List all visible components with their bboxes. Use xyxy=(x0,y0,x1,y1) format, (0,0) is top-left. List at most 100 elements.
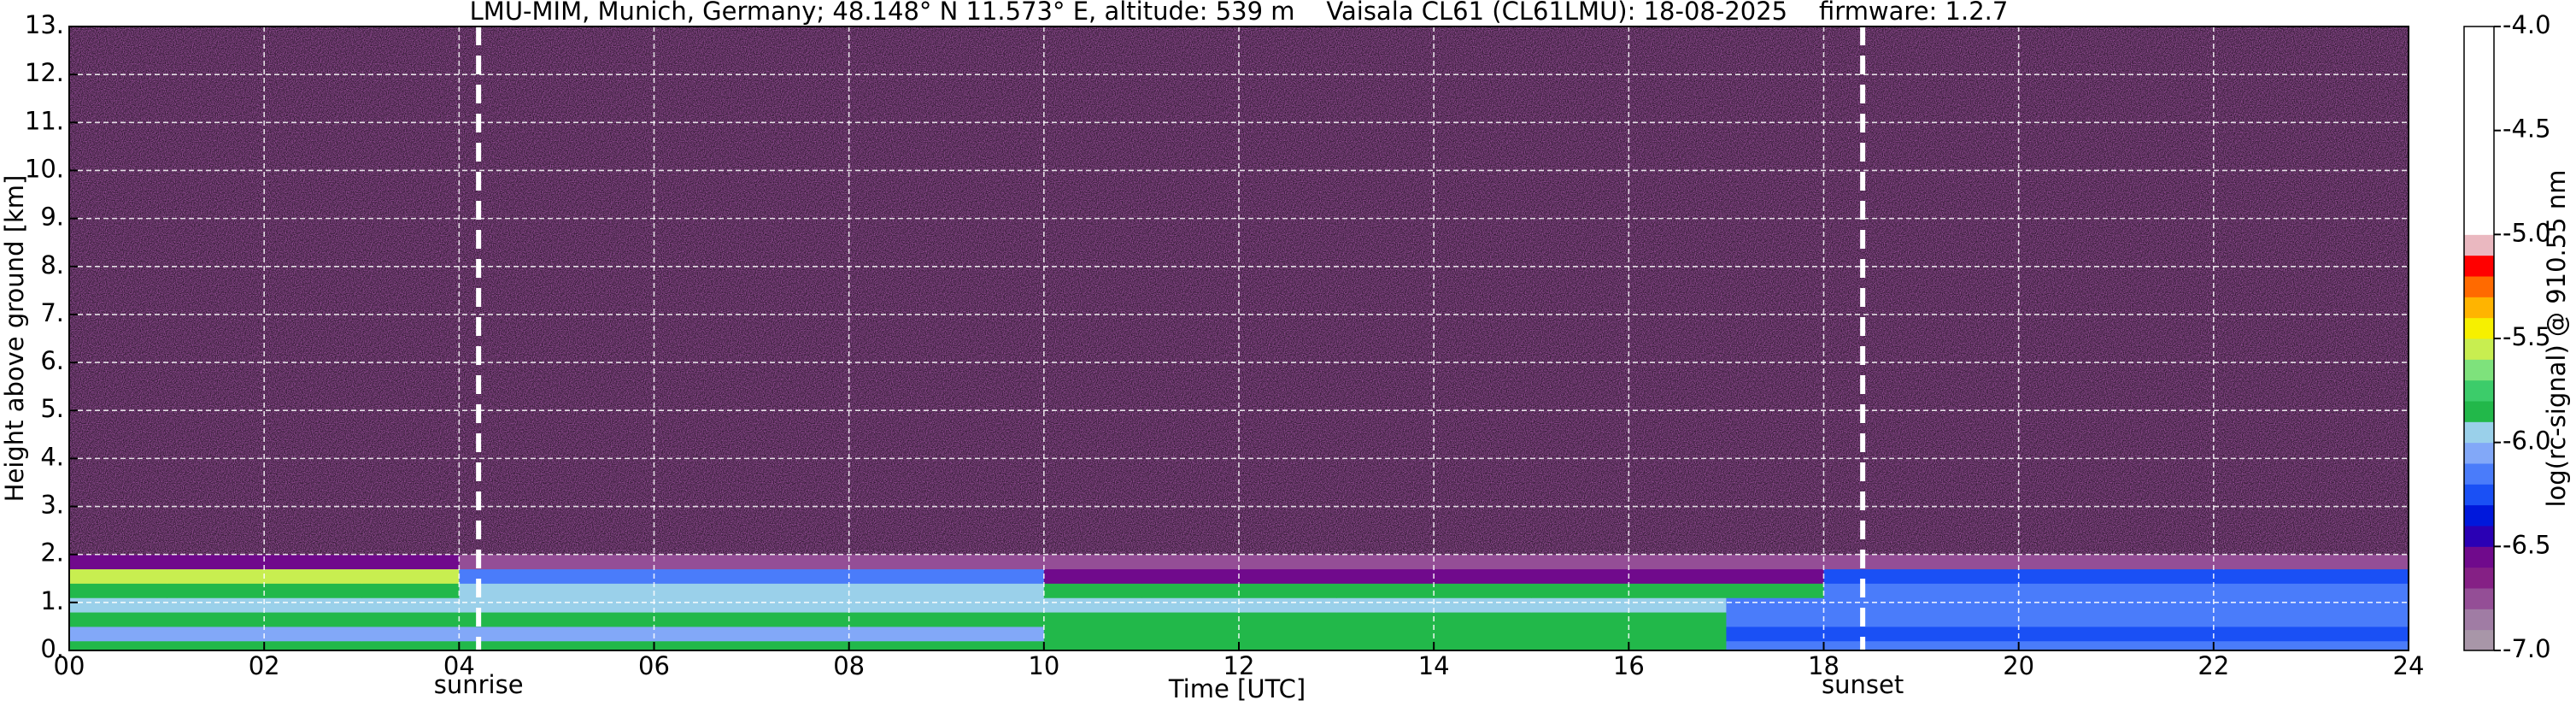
colorbar-tick-label: -5.5 xyxy=(2503,322,2551,351)
colorbar-swatch xyxy=(2464,359,2494,381)
heatmap-cell xyxy=(69,626,167,642)
heatmap-cell xyxy=(1336,626,1435,642)
heatmap-cell xyxy=(1239,626,1337,642)
heatmap-cell xyxy=(654,554,753,570)
colorbar-swatch xyxy=(2464,276,2494,297)
heatmap-cell xyxy=(264,597,362,613)
y-tick-label: 10. xyxy=(25,154,64,183)
heatmap-cell xyxy=(69,597,167,613)
y-tick-label: 13. xyxy=(25,10,64,39)
heatmap-cell xyxy=(2018,568,2117,584)
x-tick-label: 18 xyxy=(1808,651,1840,680)
heatmap-cell xyxy=(1336,568,1435,584)
heatmap-cell xyxy=(751,554,850,570)
heatmap-cell xyxy=(946,626,1045,642)
heatmap-cell xyxy=(2018,626,2117,642)
heatmap-cell xyxy=(1823,597,1922,613)
chart-title: LMU-MIM, Munich, Germany; 48.148° N 11.5… xyxy=(470,0,2009,26)
heatmap-cell xyxy=(264,640,362,651)
heatmap-cell xyxy=(654,568,753,584)
y-tick-label: 12. xyxy=(25,58,64,87)
heatmap-cell xyxy=(751,640,850,651)
colorbar-label: log(rc-signal) @ 910.55 nm xyxy=(2542,169,2571,507)
y-tick-label: 3. xyxy=(40,491,64,520)
heatmap-cell xyxy=(167,597,265,613)
heatmap-cell xyxy=(167,583,265,598)
heatmap-cell xyxy=(1434,640,1532,651)
heatmap-cell xyxy=(1239,612,1337,627)
y-axis-label: Height above ground [km] xyxy=(0,175,29,503)
heatmap-cell xyxy=(2115,583,2215,598)
heatmap-cell xyxy=(2213,568,2312,584)
heatmap-cell xyxy=(1531,626,1629,642)
heatmap-cell xyxy=(1726,583,1824,598)
colorbar-swatch xyxy=(2464,609,2494,631)
heatmap-cell xyxy=(2018,583,2117,598)
heatmap-cell xyxy=(1628,597,1727,613)
heatmap-cell xyxy=(751,568,850,584)
heatmap-cell xyxy=(1239,597,1337,613)
heatmap-cell xyxy=(1921,597,2020,613)
y-tick-label: 8. xyxy=(40,250,64,279)
x-tick-label: 06 xyxy=(638,651,670,680)
x-tick-label: 08 xyxy=(833,651,865,680)
heatmap-cell xyxy=(2115,568,2215,584)
heatmap-cell xyxy=(1336,583,1435,598)
heatmap-cell xyxy=(1434,597,1532,613)
heatmap-cell xyxy=(459,583,557,598)
heatmap-cell xyxy=(1726,554,1824,570)
x-tick-label: 10 xyxy=(1028,651,1059,680)
x-tick-label: 14 xyxy=(1418,651,1450,680)
heatmap-cell xyxy=(361,554,460,570)
heatmap-cell xyxy=(459,626,557,642)
heatmap-cell xyxy=(848,554,948,570)
heatmap-cell xyxy=(654,597,753,613)
colorbar-tick-label: -4.5 xyxy=(2503,115,2551,144)
heatmap-cell xyxy=(1239,583,1337,598)
heatmap-cell xyxy=(1531,568,1629,584)
colorbar-swatch xyxy=(2464,297,2494,319)
heatmap-cell xyxy=(1823,612,1922,627)
heatmap-cell xyxy=(459,568,557,584)
heatmap-cell xyxy=(1921,554,2020,570)
heatmap-cell xyxy=(1336,640,1435,651)
x-tick-label: 12 xyxy=(1223,651,1255,680)
heatmap-cell xyxy=(1043,597,1142,613)
colorbar-tick-label: -4.0 xyxy=(2503,10,2551,39)
heatmap-cell xyxy=(946,554,1045,570)
heatmap-cell xyxy=(1141,640,1240,651)
heatmap-cell xyxy=(1921,640,2020,651)
heatmap-cell xyxy=(848,597,948,613)
heatmap-cell xyxy=(1628,640,1727,651)
heatmap-cell xyxy=(1239,554,1337,570)
heatmap-cell xyxy=(2213,640,2312,651)
heatmap-cell xyxy=(654,640,753,651)
plot-frame xyxy=(68,26,2409,651)
heatmap-cell xyxy=(1336,554,1435,570)
colorbar-tick-label: -6.5 xyxy=(2503,530,2551,559)
heatmap-cell xyxy=(167,640,265,651)
heatmap-cell xyxy=(1141,597,1240,613)
heatmap-cell xyxy=(556,612,654,627)
heatmap-cell xyxy=(1434,554,1532,570)
heatmap-cell xyxy=(1141,568,1240,584)
heatmap-cell xyxy=(2213,583,2312,598)
heatmap-cell xyxy=(361,568,460,584)
heatmap-cell xyxy=(167,554,265,570)
heatmap-cell xyxy=(69,568,167,584)
heatmap-cell xyxy=(2018,640,2117,651)
y-tick-label: 2. xyxy=(40,538,64,568)
event-label: sunset xyxy=(1822,670,1904,699)
heatmap-cell xyxy=(2018,612,2117,627)
heatmap-cell xyxy=(1043,626,1142,642)
colorbar-swatch xyxy=(2464,484,2494,506)
heatmap-cell xyxy=(2310,597,2409,613)
heatmap-cell xyxy=(1043,612,1142,627)
y-tick-label: 5. xyxy=(40,394,64,423)
heatmap-cell xyxy=(167,612,265,627)
heatmap-cell xyxy=(1434,568,1532,584)
heatmap-cell xyxy=(361,612,460,627)
heatmap-cell xyxy=(751,612,850,627)
heatmap-cell xyxy=(946,612,1045,627)
